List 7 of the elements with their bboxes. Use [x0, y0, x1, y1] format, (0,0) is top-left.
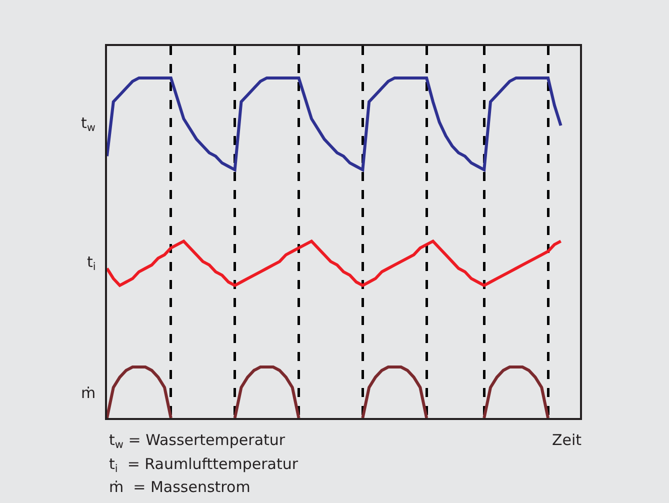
text: t$_{i}$ = Raumlufttemperatur [109, 455, 299, 476]
series-label: t$_{i}$ [87, 253, 96, 274]
text: ṁ = Massenstrom [109, 478, 250, 496]
x-axis-title: Zeit [552, 431, 582, 449]
series-label: t$_{w}$ [81, 114, 96, 134]
text: t$_{w}$ = Wassertemperatur [109, 431, 286, 452]
series-label: ṁ [81, 384, 96, 402]
